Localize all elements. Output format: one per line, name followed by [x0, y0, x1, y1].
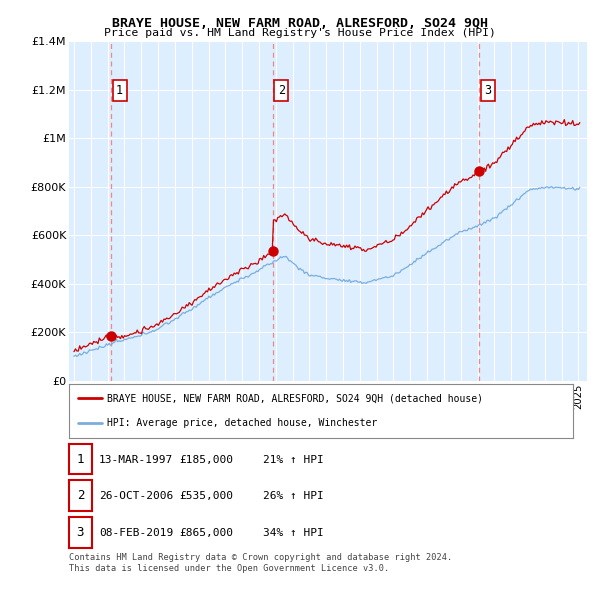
Text: 13-MAR-1997: 13-MAR-1997: [99, 455, 173, 465]
Text: 1: 1: [77, 453, 84, 466]
Text: 1: 1: [116, 84, 123, 97]
Text: Contains HM Land Registry data © Crown copyright and database right 2024.
This d: Contains HM Land Registry data © Crown c…: [69, 553, 452, 573]
Text: £185,000: £185,000: [179, 455, 233, 465]
Text: 08-FEB-2019: 08-FEB-2019: [99, 528, 173, 538]
Text: 3: 3: [484, 84, 491, 97]
Text: £865,000: £865,000: [179, 528, 233, 538]
Text: 21% ↑ HPI: 21% ↑ HPI: [263, 455, 323, 465]
Text: BRAYE HOUSE, NEW FARM ROAD, ALRESFORD, SO24 9QH: BRAYE HOUSE, NEW FARM ROAD, ALRESFORD, S…: [112, 17, 488, 30]
Text: 2: 2: [77, 489, 84, 502]
Text: 26% ↑ HPI: 26% ↑ HPI: [263, 491, 323, 502]
Text: 2: 2: [278, 84, 285, 97]
Text: Price paid vs. HM Land Registry's House Price Index (HPI): Price paid vs. HM Land Registry's House …: [104, 28, 496, 38]
Text: 34% ↑ HPI: 34% ↑ HPI: [263, 528, 323, 538]
Text: £535,000: £535,000: [179, 491, 233, 502]
Text: BRAYE HOUSE, NEW FARM ROAD, ALRESFORD, SO24 9QH (detached house): BRAYE HOUSE, NEW FARM ROAD, ALRESFORD, S…: [107, 393, 483, 403]
Text: 26-OCT-2006: 26-OCT-2006: [99, 491, 173, 502]
Text: 3: 3: [77, 526, 84, 539]
Text: HPI: Average price, detached house, Winchester: HPI: Average price, detached house, Winc…: [107, 418, 377, 428]
